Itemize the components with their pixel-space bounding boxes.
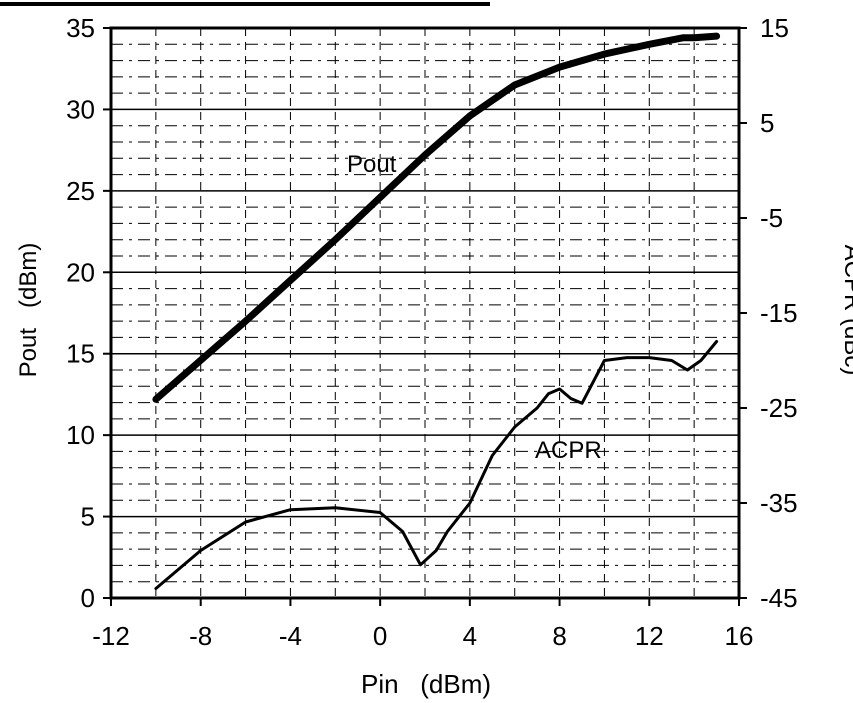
x-tick-label: 4 [463, 621, 477, 651]
y-left-tick-label: 30 [66, 94, 95, 124]
x-tick-labels: -12 -8 -4 0 4 8 12 16 [92, 621, 753, 651]
y-right-tick-label: -15 [760, 298, 798, 328]
y-axis-right-title: ACPR (dBc) [839, 245, 853, 376]
y-right-tick-label: 5 [760, 108, 774, 138]
x-tick-label: 16 [725, 621, 754, 651]
y-left-tick-label: 25 [66, 176, 95, 206]
x-tick-label: 0 [373, 621, 387, 651]
tick-marks [103, 27, 747, 606]
y-left-tick-label: 10 [66, 420, 95, 450]
x-tick-label: -8 [189, 621, 212, 651]
y-left-tick-labels: 0 5 10 15 20 25 30 35 [66, 13, 95, 613]
y-left-tick-label: 0 [81, 583, 95, 613]
y-axis-left-title: Pout (dBm) [15, 243, 42, 378]
y-left-tick-label: 20 [66, 257, 95, 287]
series-line-pout [152, 32, 721, 403]
series-lines [152, 32, 721, 590]
series-label-pout: Pout [347, 151, 397, 178]
y-left-tick-label: 15 [66, 339, 95, 369]
x-tick-label: 8 [552, 621, 566, 651]
x-tick-label: 12 [635, 621, 664, 651]
y-right-tick-label: -35 [760, 488, 798, 518]
grid-lines [111, 28, 739, 598]
series-label-acpr: ACPR [535, 437, 602, 464]
x-tick-label: -12 [92, 621, 130, 651]
y-right-tick-label: -5 [760, 203, 783, 233]
y-right-tick-label: -25 [760, 393, 798, 423]
y-left-tick-label: 35 [66, 13, 95, 43]
y-right-tick-label: -45 [760, 583, 798, 613]
y-left-tick-label: 5 [81, 502, 95, 532]
y-right-tick-labels: -45 -35 -25 -15 -5 5 15 [760, 13, 798, 613]
x-axis-title: Pin (dBm) [361, 669, 491, 699]
series-line-acpr [154, 340, 719, 590]
x-tick-label: -4 [279, 621, 302, 651]
y-right-tick-label: 15 [760, 13, 789, 43]
